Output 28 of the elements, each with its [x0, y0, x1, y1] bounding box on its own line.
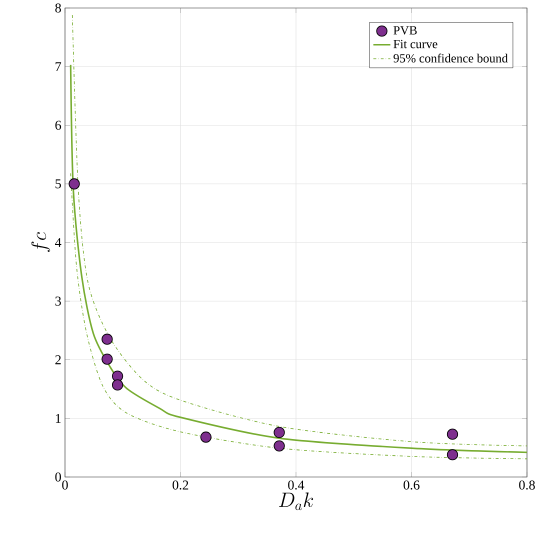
x-tick-label: 0.6 — [404, 480, 420, 490]
y-tick-label: 3 — [55, 296, 61, 306]
y-tick-label: 1 — [56, 414, 61, 423]
point — [446, 449, 458, 460]
y-tick-label: 8 — [55, 3, 61, 13]
legend-label: Fit curve — [394, 40, 438, 48]
point — [274, 440, 285, 452]
legend-label: 95% confidence bound — [394, 54, 508, 63]
point — [112, 379, 124, 391]
point — [446, 428, 458, 440]
legend-label: PVB — [394, 26, 417, 35]
point — [274, 426, 285, 438]
x-tick-label: 0 — [62, 480, 68, 490]
point — [200, 432, 212, 443]
y-tick-label: 2 — [55, 355, 61, 364]
point — [68, 178, 80, 190]
y-tick-label: 5 — [56, 179, 61, 188]
x-tick-label: 0.2 — [172, 480, 188, 490]
y-axis-title: $fc$ — [31, 232, 50, 252]
x-axis-title: $D_a k$ — [279, 492, 314, 510]
y-tick-label: 4 — [55, 238, 62, 247]
point — [102, 334, 113, 345]
y-tick-label: 7 — [56, 62, 62, 72]
x-tick-label: 0.4 — [288, 480, 304, 490]
x-tick-label: 0.8 — [519, 480, 535, 490]
y-tick-label: 6 — [55, 120, 62, 130]
point — [102, 354, 113, 365]
y-tick-label: 0 — [55, 472, 61, 482]
